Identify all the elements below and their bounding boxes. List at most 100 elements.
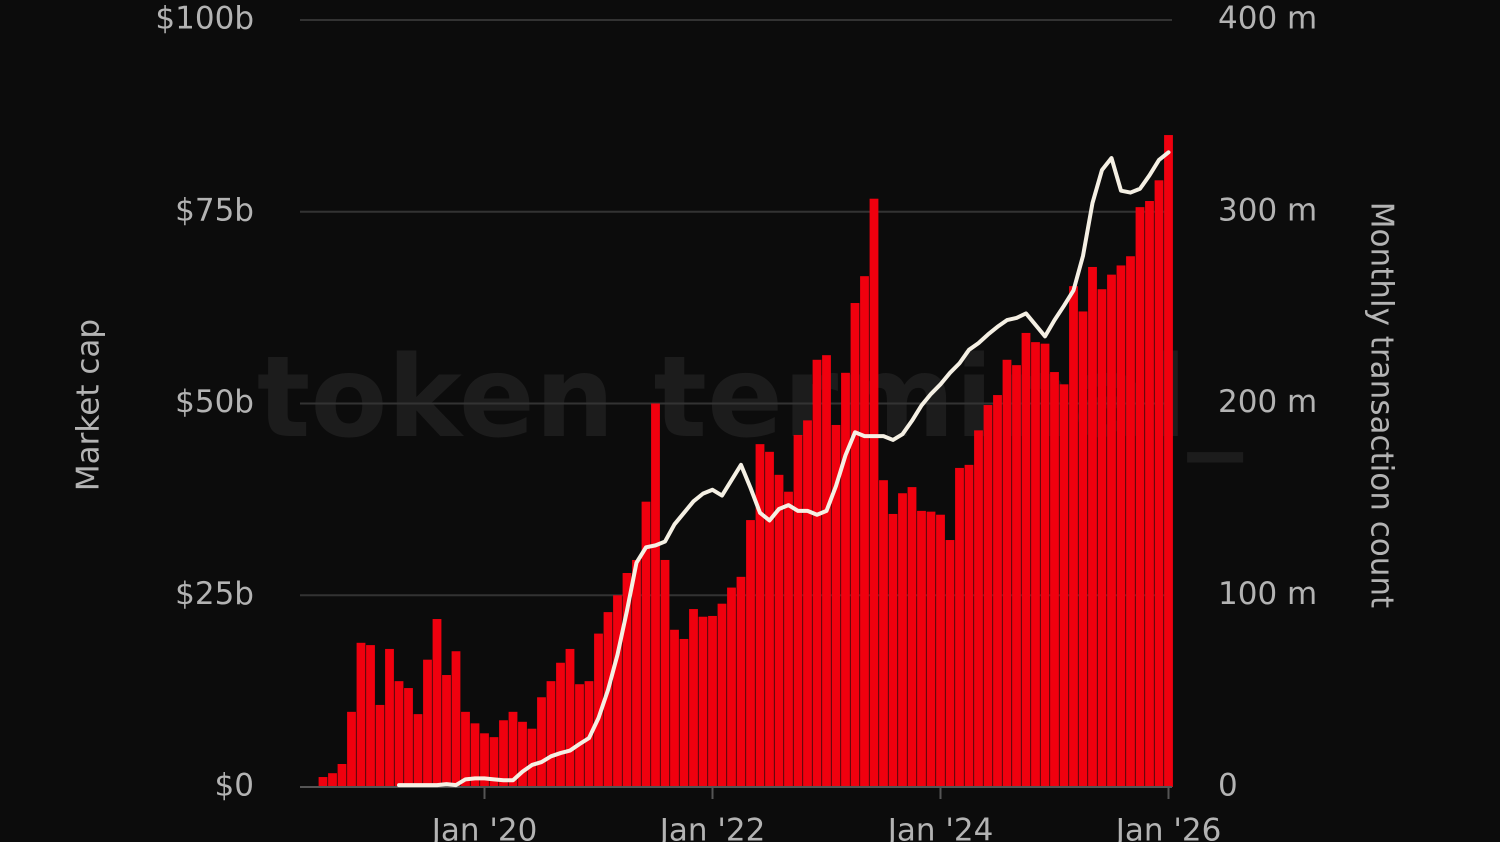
bar bbox=[518, 721, 527, 787]
y2-tick-label: 400 m bbox=[1218, 1, 1317, 37]
bar bbox=[1031, 342, 1040, 787]
y2-tick-label: 100 m bbox=[1218, 576, 1317, 612]
bar bbox=[689, 609, 698, 787]
bar bbox=[746, 520, 755, 787]
bar bbox=[489, 737, 499, 787]
y-axis-label: Market cap bbox=[71, 319, 107, 491]
y-tick-label: $100b bbox=[155, 1, 254, 37]
bar bbox=[717, 603, 727, 787]
bar bbox=[546, 681, 556, 787]
bar bbox=[613, 595, 622, 787]
bar bbox=[451, 651, 461, 787]
bar bbox=[955, 467, 964, 787]
y2-axis-label: Monthly transaction count bbox=[1364, 202, 1400, 608]
bar bbox=[1069, 286, 1078, 787]
bar bbox=[1050, 372, 1059, 787]
bar bbox=[385, 648, 394, 787]
bar bbox=[603, 612, 613, 787]
bar bbox=[1154, 180, 1164, 788]
bar bbox=[964, 464, 974, 787]
bar bbox=[537, 697, 546, 787]
bar bbox=[556, 662, 565, 787]
bar bbox=[1088, 266, 1097, 787]
bar bbox=[803, 420, 812, 787]
bar bbox=[442, 675, 451, 787]
bar bbox=[1126, 256, 1135, 788]
bar bbox=[1002, 359, 1012, 787]
y-tick-label: $25b bbox=[175, 576, 254, 612]
x-tick-label: Jan '26 bbox=[1114, 813, 1222, 842]
bar bbox=[841, 372, 850, 787]
bar bbox=[432, 619, 442, 787]
bar bbox=[480, 733, 489, 787]
bar bbox=[945, 540, 955, 787]
bar bbox=[917, 510, 926, 787]
bar bbox=[926, 511, 936, 787]
bar bbox=[983, 405, 993, 787]
bar bbox=[347, 711, 356, 787]
bar bbox=[755, 444, 765, 787]
bar bbox=[774, 474, 784, 787]
bar bbox=[736, 576, 746, 787]
bar bbox=[670, 629, 679, 787]
bar bbox=[850, 303, 860, 787]
bar bbox=[708, 615, 717, 787]
bar bbox=[413, 714, 423, 787]
bar bbox=[860, 276, 869, 787]
bar bbox=[993, 395, 1002, 787]
y-tick-label: $50b bbox=[175, 384, 254, 420]
x-tick-label: Jan '20 bbox=[430, 813, 538, 842]
bar bbox=[888, 513, 898, 787]
y-tick-label: $75b bbox=[175, 192, 254, 228]
bar bbox=[812, 359, 822, 787]
bar bbox=[1059, 384, 1069, 787]
y2-tick-label: 200 m bbox=[1218, 384, 1317, 420]
bar bbox=[936, 514, 945, 787]
bar bbox=[565, 648, 575, 787]
bar bbox=[898, 493, 907, 787]
bar bbox=[765, 451, 774, 787]
bar bbox=[318, 777, 328, 787]
bar bbox=[632, 559, 641, 787]
bar bbox=[575, 684, 584, 787]
bar bbox=[622, 573, 632, 787]
bar bbox=[1021, 332, 1031, 787]
bar bbox=[394, 681, 404, 787]
bar bbox=[679, 638, 689, 787]
bar bbox=[1145, 201, 1154, 788]
bar bbox=[366, 645, 375, 787]
bar bbox=[869, 198, 879, 787]
bar bbox=[1012, 365, 1021, 787]
bar bbox=[1040, 343, 1050, 787]
bar bbox=[1107, 274, 1116, 787]
bar bbox=[404, 688, 413, 787]
bar bbox=[793, 434, 803, 787]
bar bbox=[375, 704, 385, 787]
bar bbox=[660, 559, 670, 787]
bar bbox=[1164, 135, 1173, 788]
x-tick-label: Jan '22 bbox=[658, 813, 766, 842]
bar bbox=[594, 633, 603, 787]
bar bbox=[784, 491, 793, 787]
line bbox=[397, 150, 1171, 788]
bar bbox=[337, 763, 347, 787]
y2-tick-label: 0 bbox=[1218, 768, 1238, 804]
bar bbox=[879, 480, 888, 787]
bar bbox=[356, 642, 366, 787]
bar bbox=[651, 403, 660, 787]
bar bbox=[499, 720, 508, 787]
bar bbox=[1116, 265, 1126, 787]
bar bbox=[831, 424, 841, 787]
bar bbox=[1078, 311, 1088, 787]
bar bbox=[1135, 207, 1145, 787]
bar bbox=[974, 430, 983, 787]
x-tick-label: Jan '24 bbox=[886, 813, 994, 842]
bar bbox=[423, 659, 432, 787]
bar bbox=[508, 711, 518, 787]
bar bbox=[328, 773, 337, 787]
bar bbox=[461, 711, 470, 787]
bar bbox=[527, 728, 537, 787]
bar bbox=[907, 487, 917, 787]
y-tick-label: $0 bbox=[215, 768, 254, 804]
